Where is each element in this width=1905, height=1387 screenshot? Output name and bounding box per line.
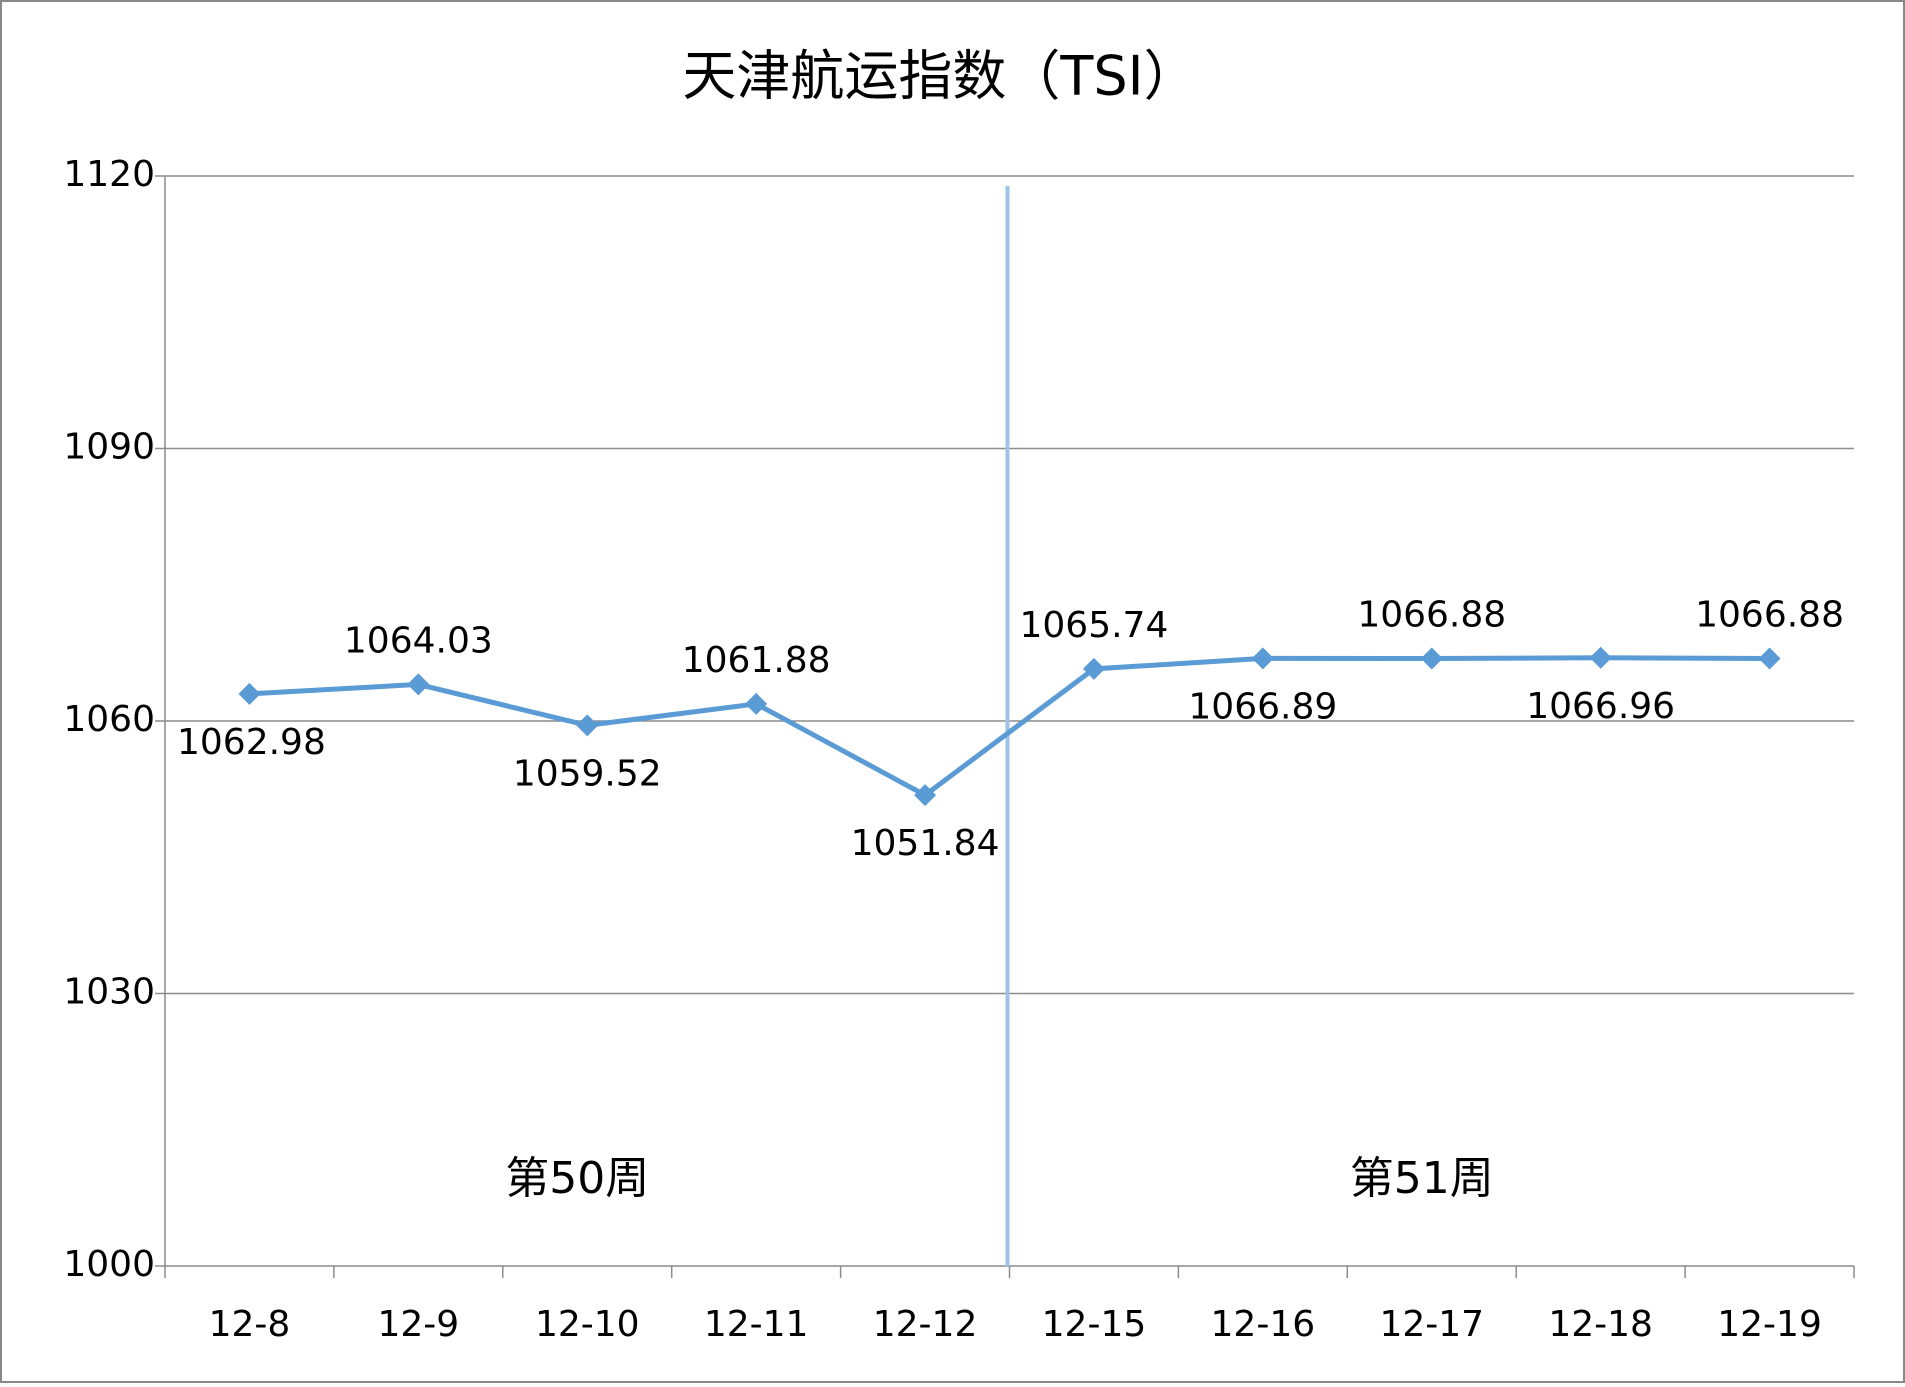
marker [1420,647,1443,670]
data-label: 1065.74 [1020,605,1169,646]
x-tick-label: 12-12 [873,1304,978,1345]
x-tick-label: 12-8 [209,1304,291,1345]
data-label: 1066.88 [1357,595,1506,636]
y-tick-label: 1060 [63,699,155,740]
line [249,655,1770,799]
data-label: 1059.52 [513,753,662,794]
x-tick-label: 12-16 [1211,1304,1316,1345]
x-tick-label: 12-15 [1042,1304,1147,1345]
data-label: 1061.88 [682,640,831,681]
marker [238,682,261,705]
data-label: 1066.96 [1526,686,1675,727]
y-tick-label: 1000 [63,1244,155,1285]
annotation: 第50周 [505,1153,649,1204]
marker [745,692,768,715]
y-tick-label: 1090 [63,427,155,468]
x-tick-label: 12-19 [1717,1304,1822,1345]
y-tick-label: 1120 [63,154,155,195]
marker [576,714,599,737]
x-tick-label: 12-10 [535,1304,640,1345]
x-tick-label: 12-17 [1379,1304,1484,1345]
marker [1082,657,1105,680]
x-tick-label: 12-11 [704,1304,809,1345]
data-label: 1062.98 [177,722,326,763]
data-label: 1064.03 [344,620,493,661]
marker [914,784,937,807]
annotation: 第51周 [1350,1153,1494,1204]
marker [407,673,430,696]
data-label: 1066.89 [1188,686,1337,727]
x-tick-label: 12-9 [377,1304,459,1345]
chart-title: 天津航运指数（TSI） [682,45,1197,108]
data-label: 1051.84 [851,823,1000,864]
marker [1758,647,1781,670]
marker [1251,647,1274,670]
y-tick-label: 1030 [63,972,155,1013]
data-label: 1066.88 [1695,595,1844,636]
marker [1589,646,1612,669]
x-tick-label: 12-18 [1548,1304,1653,1345]
